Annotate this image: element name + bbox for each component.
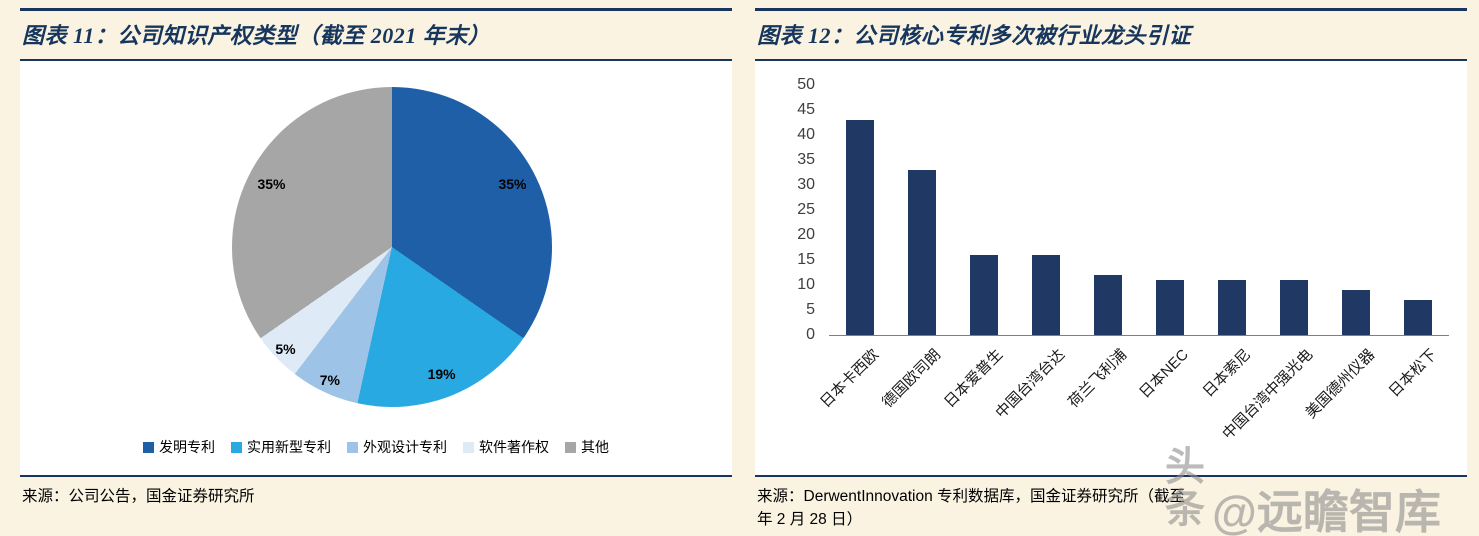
figure-12-source-line1: 来源：DerwentInnovation 专利数据库，国金证券研究所（截至 (757, 488, 1186, 505)
y-tick-label: 0 (806, 326, 815, 343)
y-tick-label: 50 (797, 76, 815, 93)
pie-slice-label: 35% (257, 175, 286, 192)
x-axis-label: 日本索尼 (1199, 346, 1255, 401)
bar (846, 120, 874, 335)
legend-marker (463, 441, 474, 453)
y-tick-label: 5 (806, 301, 815, 318)
figure-12-panel: 图表 12：公司核心专利多次被行业龙头引证 0 5 10 15 20 25 30 35 40 45… (755, 8, 1467, 532)
legend-item: 软件著作权 (463, 437, 549, 457)
y-axis: 0 5 10 15 20 25 30 35 40 45 50 (755, 61, 1467, 475)
pie-slice-label: 19% (427, 365, 456, 382)
legend-item: 外观设计专利 (347, 437, 447, 457)
x-axis-labels: 日本卡西欧 德国欧司朗 日本爱普生 中国台湾台达 荷兰飞利浦 日本NEC 日本索尼 中国台湾中… (817, 338, 1449, 475)
pie-slice-label: 5% (275, 340, 296, 357)
pie-chart-area: 35% 19% 7% 5% 35% 发明专利 实用新型专利 外观设计专利 软件著作权 其他 (20, 61, 732, 475)
figure-12-source-line2: 年 2 月 28 日） (757, 511, 863, 529)
y-tick-label: 35 (797, 151, 815, 168)
figure-11-title: 图表 11：公司知识产权类型（截至 2021 年末） (20, 8, 732, 61)
x-axis-label: 德国欧司朗 (879, 346, 945, 412)
legend-item: 其他 (565, 437, 609, 457)
x-axis-label: 日本NEC (1136, 346, 1193, 402)
figure-12-divider (755, 475, 1467, 477)
bar (1032, 255, 1060, 335)
y-tick-label: 30 (797, 176, 815, 193)
pie-slice-label: 7% (319, 372, 341, 389)
bar (970, 255, 998, 335)
pie-chart (232, 87, 552, 407)
bar (1280, 280, 1308, 335)
y-tick-label: 45 (797, 101, 815, 118)
bar (1404, 300, 1432, 335)
legend-marker (347, 441, 358, 453)
y-tick-label: 15 (797, 251, 815, 268)
figure-12-title: 图表 12：公司核心专利多次被行业龙头引证 (755, 8, 1467, 61)
figure-11-panel: 图表 11：公司知识产权类型（截至 2021 年末） 35% 19% 7% 5% 35%… (20, 8, 732, 508)
legend-marker (143, 441, 154, 453)
y-tick-label: 40 (797, 126, 815, 143)
bar (908, 170, 936, 335)
y-tick-label: 10 (797, 276, 815, 293)
pie-legend: 发明专利 实用新型专利 外观设计专利 软件著作权 其他 (20, 437, 732, 457)
bar (1342, 290, 1370, 335)
bar-plot (829, 85, 1449, 336)
pie-slice-label: 35% (498, 175, 527, 192)
legend-marker (565, 441, 576, 453)
legend-label: 发明专利 (159, 439, 215, 455)
legend-label: 其他 (581, 439, 609, 455)
bar (1218, 280, 1246, 335)
bar-chart-area: 0 5 10 15 20 25 30 35 40 45 50 日本卡西欧 德国欧司朗 日本爱普生 中国台湾… (755, 61, 1467, 475)
legend-label: 实用新型专利 (247, 439, 331, 455)
legend-label: 软件著作权 (479, 439, 549, 455)
figure-11-source: 来源：公司公告，国金证券研究所 (22, 488, 255, 505)
bar (1156, 280, 1184, 335)
x-axis-label: 荷兰飞利浦 (1065, 346, 1131, 412)
figure-12-source: 来源：DerwentInnovation 专利数据库，国金证券研究所（截至 年 … (755, 477, 1467, 532)
y-tick-label: 25 (797, 201, 815, 218)
legend-item: 发明专利 (143, 437, 215, 457)
bar (1094, 275, 1122, 335)
legend-item: 实用新型专利 (231, 437, 331, 457)
x-axis-label: 日本松下 (1385, 346, 1441, 401)
legend-label: 外观设计专利 (363, 439, 447, 455)
legend-marker (231, 441, 242, 453)
y-tick-label: 20 (797, 226, 815, 243)
figure-11-divider (20, 475, 732, 477)
